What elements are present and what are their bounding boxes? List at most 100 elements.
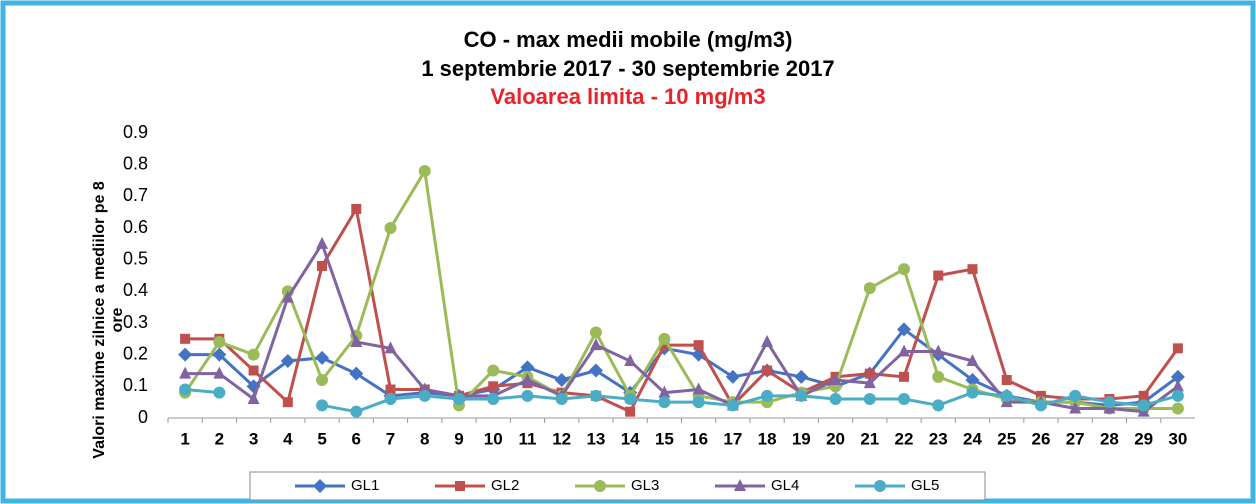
data-point bbox=[316, 374, 329, 386]
data-point bbox=[521, 389, 534, 402]
legend-label: GL2 bbox=[491, 477, 519, 494]
x-tick-label: 29 bbox=[1134, 429, 1153, 448]
data-point bbox=[213, 386, 226, 399]
data-point bbox=[762, 365, 773, 376]
data-point bbox=[761, 389, 774, 402]
y-tick-label: 0.3 bbox=[123, 312, 148, 332]
legend-label: GL4 bbox=[771, 477, 799, 494]
data-point bbox=[658, 385, 671, 398]
data-point bbox=[864, 368, 875, 379]
data-point bbox=[1001, 375, 1012, 385]
data-point bbox=[452, 393, 465, 405]
x-tick-label: 22 bbox=[895, 429, 914, 448]
y-tick-label: 0.1 bbox=[123, 375, 148, 395]
data-point bbox=[384, 393, 397, 405]
data-point bbox=[1138, 390, 1149, 401]
data-point bbox=[487, 364, 500, 377]
legend-label: GL5 bbox=[911, 477, 939, 494]
data-point bbox=[179, 383, 192, 396]
x-tick-label: 18 bbox=[758, 429, 777, 448]
data-point bbox=[863, 282, 876, 295]
data-point bbox=[555, 393, 568, 405]
data-point bbox=[212, 347, 227, 362]
data-point bbox=[1171, 389, 1184, 402]
data-point bbox=[659, 340, 670, 351]
data-point bbox=[932, 370, 945, 383]
data-point bbox=[863, 376, 876, 389]
x-tick-label: 19 bbox=[792, 429, 811, 448]
x-tick-label: 2 bbox=[215, 429, 224, 448]
data-point bbox=[351, 204, 362, 214]
legend-marker bbox=[874, 480, 886, 492]
data-point bbox=[213, 366, 226, 379]
data-point bbox=[863, 393, 876, 405]
data-point bbox=[1103, 396, 1116, 409]
data-point bbox=[692, 396, 705, 409]
series-line bbox=[185, 204, 1180, 414]
data-point bbox=[658, 396, 671, 409]
data-point bbox=[384, 341, 397, 354]
legend-marker bbox=[313, 479, 327, 493]
data-point bbox=[316, 236, 329, 249]
data-point bbox=[179, 366, 192, 379]
x-tick-label: 11 bbox=[518, 429, 536, 448]
data-point bbox=[692, 382, 705, 395]
data-point bbox=[281, 290, 294, 303]
y-tick-label: 0.5 bbox=[123, 248, 148, 268]
data-point bbox=[554, 373, 569, 387]
y-tick-label: 0.8 bbox=[123, 153, 148, 173]
data-point bbox=[384, 222, 397, 234]
y-axis-label: ore bbox=[109, 307, 126, 332]
data-point bbox=[1000, 389, 1013, 402]
data-point bbox=[898, 263, 911, 276]
data-point bbox=[658, 332, 671, 345]
data-point bbox=[317, 261, 328, 271]
data-point bbox=[795, 389, 808, 402]
data-point bbox=[350, 335, 363, 347]
x-tick-label: 8 bbox=[420, 429, 429, 448]
data-point bbox=[487, 393, 500, 405]
data-point bbox=[933, 270, 944, 281]
data-point bbox=[180, 333, 191, 344]
y-tick-label: 0 bbox=[138, 407, 148, 427]
x-tick-label: 27 bbox=[1066, 429, 1085, 448]
x-tick-label: 20 bbox=[826, 429, 845, 448]
data-point bbox=[794, 369, 809, 384]
y-tick-label: 0.4 bbox=[123, 280, 148, 300]
x-tick-label: 10 bbox=[484, 429, 503, 448]
x-tick-label: 17 bbox=[723, 429, 742, 448]
chart-note: Valoarea limita - 10 mg/m3 bbox=[490, 84, 765, 109]
x-tick-label: 1 bbox=[180, 429, 189, 448]
data-point bbox=[385, 384, 396, 395]
x-tick-label: 30 bbox=[1168, 429, 1187, 448]
data-point bbox=[624, 393, 637, 405]
data-point bbox=[898, 393, 911, 405]
y-tick-label: 0.2 bbox=[123, 343, 148, 363]
data-point bbox=[178, 347, 193, 362]
data-point bbox=[761, 335, 774, 347]
data-point bbox=[213, 336, 226, 348]
x-tick-label: 9 bbox=[454, 429, 463, 448]
data-point bbox=[898, 344, 911, 357]
data-point bbox=[624, 354, 637, 366]
x-tick-label: 6 bbox=[352, 429, 361, 448]
data-point bbox=[315, 350, 330, 365]
series-line bbox=[185, 240, 1179, 414]
y-tick-label: 0.9 bbox=[123, 122, 148, 142]
data-point bbox=[488, 381, 499, 392]
data-point bbox=[1034, 399, 1047, 412]
legend-marker bbox=[455, 481, 465, 491]
x-tick-label: 7 bbox=[386, 429, 395, 448]
data-point bbox=[899, 371, 910, 382]
legend-marker bbox=[734, 479, 746, 491]
data-point bbox=[966, 354, 979, 366]
legend-label: GL3 bbox=[631, 477, 659, 494]
data-point bbox=[247, 392, 260, 404]
data-point bbox=[316, 399, 329, 412]
x-tick-label: 16 bbox=[689, 429, 708, 448]
data-point bbox=[965, 373, 980, 387]
y-axis-label: Valori maxime zilnice a mediilor pe 8 bbox=[91, 181, 108, 459]
data-point bbox=[1171, 402, 1184, 415]
data-point bbox=[932, 344, 945, 357]
